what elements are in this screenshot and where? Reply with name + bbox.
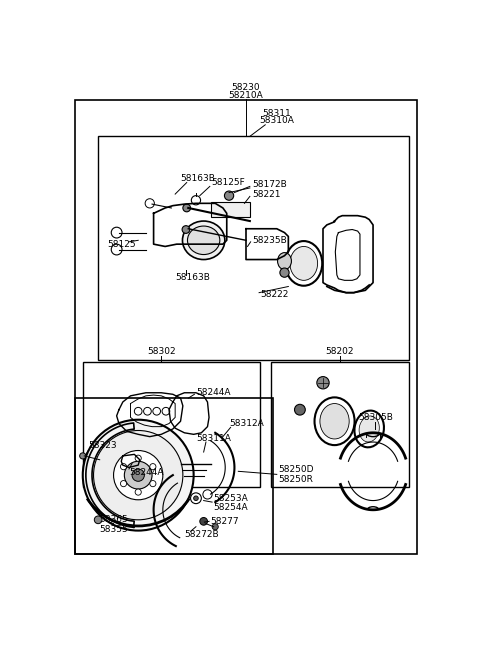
Circle shape: [124, 461, 152, 489]
Text: 58230: 58230: [232, 83, 260, 92]
Circle shape: [134, 407, 142, 415]
Ellipse shape: [188, 226, 220, 255]
Circle shape: [193, 496, 198, 500]
Text: 58244A: 58244A: [129, 468, 164, 477]
Text: 58163B: 58163B: [180, 174, 216, 183]
Circle shape: [145, 198, 155, 208]
Text: 58312A: 58312A: [229, 419, 264, 428]
Ellipse shape: [182, 221, 225, 259]
Ellipse shape: [290, 246, 318, 280]
Circle shape: [111, 244, 122, 255]
Ellipse shape: [285, 241, 322, 286]
Circle shape: [135, 489, 141, 495]
Circle shape: [153, 407, 160, 415]
Text: 58311: 58311: [263, 109, 291, 118]
Text: 58323: 58323: [88, 441, 117, 451]
Text: 58172B: 58172B: [252, 180, 287, 189]
Ellipse shape: [354, 411, 384, 447]
Circle shape: [317, 377, 329, 389]
Circle shape: [132, 469, 144, 481]
Text: 58125: 58125: [108, 240, 136, 249]
Circle shape: [144, 407, 151, 415]
Circle shape: [83, 420, 193, 531]
Circle shape: [94, 516, 102, 523]
Text: 58253A: 58253A: [214, 494, 249, 503]
Text: 58202: 58202: [326, 347, 354, 356]
Text: 58250D: 58250D: [278, 465, 314, 474]
Circle shape: [192, 196, 201, 205]
Circle shape: [94, 430, 183, 520]
Circle shape: [280, 268, 289, 277]
Bar: [211, 202, 250, 217]
Text: 58311A: 58311A: [196, 434, 231, 443]
Ellipse shape: [314, 398, 355, 445]
Circle shape: [135, 455, 141, 461]
Bar: [271, 362, 409, 487]
Text: 58305B: 58305B: [358, 413, 393, 422]
Text: 58244A: 58244A: [196, 388, 230, 398]
Circle shape: [120, 464, 127, 470]
Text: 58163B: 58163B: [175, 272, 210, 282]
Circle shape: [225, 191, 234, 200]
Text: 58125F: 58125F: [211, 178, 245, 187]
Circle shape: [150, 481, 156, 487]
Circle shape: [295, 404, 305, 415]
Ellipse shape: [359, 416, 379, 442]
Circle shape: [182, 226, 190, 233]
Circle shape: [203, 490, 212, 499]
Circle shape: [80, 453, 86, 459]
Circle shape: [120, 481, 127, 487]
Text: 58272B: 58272B: [184, 530, 219, 539]
Ellipse shape: [320, 403, 349, 439]
Circle shape: [111, 227, 122, 238]
Text: 58365: 58365: [100, 515, 129, 524]
Circle shape: [162, 407, 170, 415]
Circle shape: [150, 464, 156, 470]
Circle shape: [183, 204, 191, 212]
Text: 58302: 58302: [147, 347, 176, 356]
Text: 58254A: 58254A: [214, 503, 248, 512]
Text: 58250R: 58250R: [278, 474, 313, 483]
Circle shape: [212, 523, 218, 530]
Text: 58355: 58355: [100, 525, 129, 534]
Circle shape: [114, 451, 163, 500]
Text: 58277: 58277: [211, 517, 239, 526]
Text: 58235B: 58235B: [252, 236, 287, 245]
Text: 58222: 58222: [260, 290, 288, 299]
Bar: [83, 362, 260, 487]
Bar: [75, 398, 273, 555]
Text: 58221: 58221: [252, 189, 281, 198]
Text: 58310A: 58310A: [259, 117, 294, 126]
Circle shape: [191, 493, 201, 504]
Bar: [98, 136, 409, 360]
Text: 58210A: 58210A: [228, 91, 264, 100]
Ellipse shape: [277, 253, 291, 270]
Circle shape: [200, 517, 207, 525]
